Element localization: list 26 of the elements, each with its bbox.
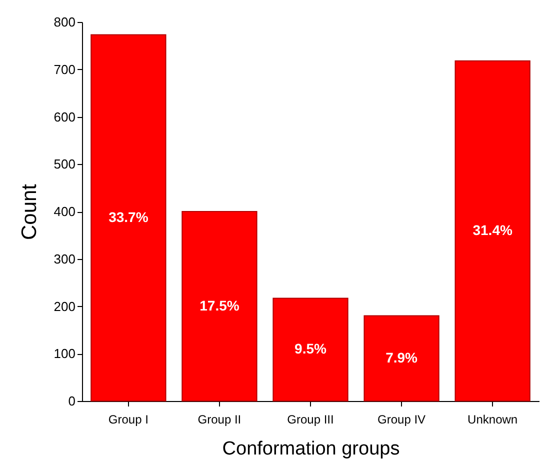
annotation: 9.5% [294, 340, 327, 357]
bar [272, 298, 348, 402]
y-tick-label: 300 [54, 251, 76, 266]
x-axis-title: Conformation groups [222, 438, 400, 460]
bar [454, 60, 530, 402]
annotation: 31.4% [472, 222, 513, 238]
y-tick-label: 200 [54, 298, 76, 314]
y-tick-label: 400 [54, 204, 76, 219]
annotation: 33.7% [108, 208, 149, 225]
bar [364, 315, 440, 402]
bar [182, 211, 258, 402]
x-tick-label: Unknown [468, 412, 518, 426]
bar [90, 34, 166, 402]
x-tick-label: Group II [198, 412, 242, 426]
annotation: 17.5% [200, 297, 240, 314]
y-tick-label: 100 [54, 346, 76, 362]
y-tick-label: 800 [54, 14, 76, 30]
y-tick-label: 600 [54, 109, 76, 124]
y-axis-title: Count [18, 184, 41, 240]
x-tick-label: Group III [287, 412, 334, 426]
y-tick-label: 700 [54, 62, 76, 77]
y-tick-label: 500 [54, 156, 76, 172]
x-tick-label: Group IV [378, 412, 426, 426]
annotation: 7.9% [386, 349, 418, 366]
y-tick-label: 0 [68, 394, 76, 408]
x-tick-label: Group I [108, 412, 148, 426]
